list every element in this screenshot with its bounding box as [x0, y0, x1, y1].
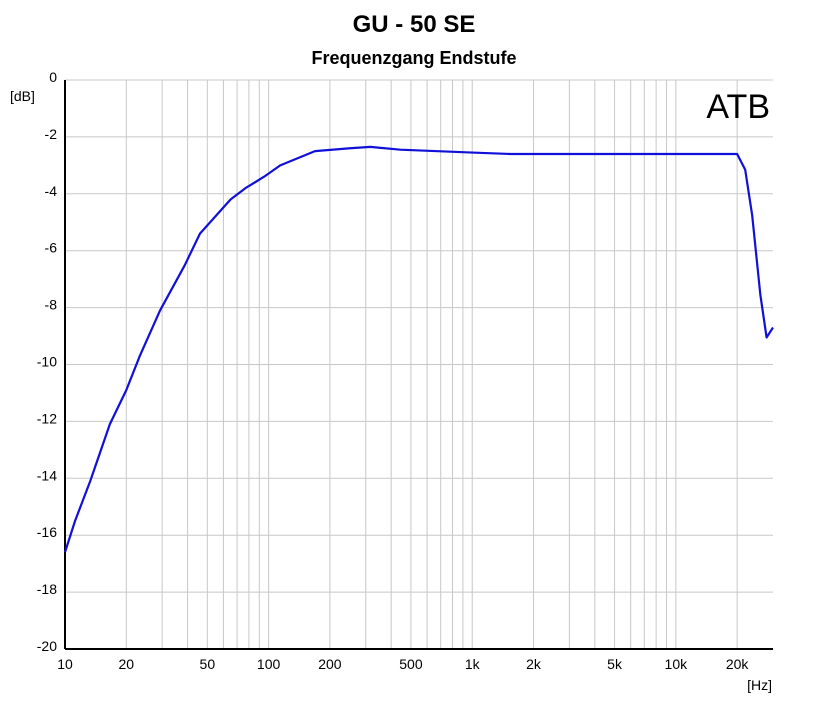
y-tick-label: -20	[37, 638, 57, 654]
x-tick-label: 10k	[665, 656, 689, 672]
x-tick-label: 50	[200, 656, 216, 672]
data-line	[63, 145, 774, 553]
chart-title: GU - 50 SE	[353, 11, 476, 38]
y-tick-label: -10	[37, 354, 57, 370]
x-tick-label: 5k	[607, 656, 623, 672]
y-tick-label: -18	[37, 581, 57, 597]
y-tick-label: -8	[45, 297, 58, 313]
x-tick-label: 2k	[526, 656, 542, 672]
chart-subtitle: Frequenzgang Endstufe	[311, 48, 516, 68]
x-tick-label: 100	[257, 656, 281, 672]
y-tick-label: -6	[45, 240, 58, 256]
y-tick-label: -12	[37, 410, 57, 426]
x-tick-label: 200	[318, 656, 342, 672]
y-tick-label: -4	[45, 183, 58, 199]
x-tick-label: 10	[57, 656, 73, 672]
x-tick-label: 20	[119, 656, 135, 672]
y-tick-label: -2	[45, 126, 58, 142]
y-axis-label: [dB]	[10, 88, 35, 104]
x-tick-label: 1k	[465, 656, 481, 672]
x-tick-label: 500	[399, 656, 423, 672]
y-tick-label: -14	[37, 467, 57, 483]
annotation: ATB	[706, 88, 770, 126]
y-tick-label: 0	[49, 69, 57, 85]
x-tick-label: 20k	[726, 656, 750, 672]
x-axis-label: [Hz]	[747, 677, 772, 693]
y-tick-label: -16	[37, 524, 57, 540]
